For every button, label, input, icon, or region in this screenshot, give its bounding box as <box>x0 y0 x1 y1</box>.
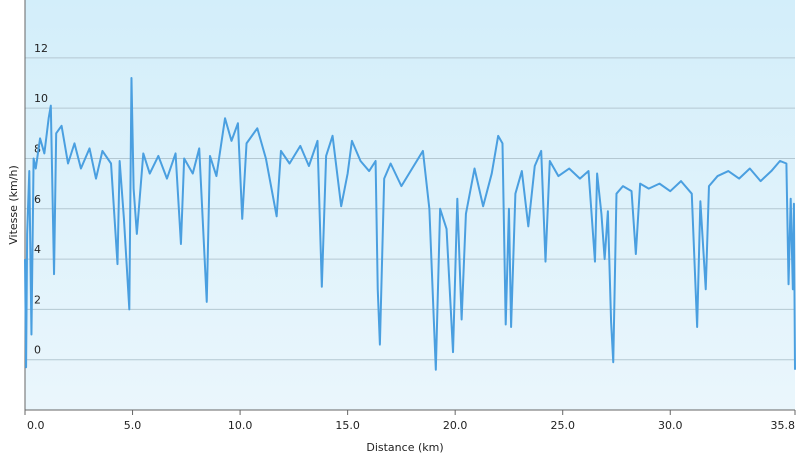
y-tick-label: 12 <box>34 42 48 55</box>
x-tick-label: 5.0 <box>124 419 142 432</box>
x-tick-label: 20.0 <box>443 419 468 432</box>
y-axis-title: Vitesse (km/h) <box>7 165 20 245</box>
x-tick-label: 0.0 <box>27 419 45 432</box>
y-tick-label: 2 <box>34 293 41 306</box>
x-axis-title: Distance (km) <box>366 441 443 454</box>
x-tick-label: 25.0 <box>550 419 575 432</box>
y-tick-label: 4 <box>34 243 41 256</box>
y-tick-label: 8 <box>34 142 41 155</box>
x-tick-label: 35.8 <box>771 419 796 432</box>
speed-line <box>24 76 796 371</box>
x-tick-label: 15.0 <box>335 419 360 432</box>
x-tick-label: 10.0 <box>228 419 253 432</box>
y-tick-label: 0 <box>34 344 41 357</box>
plot-area <box>25 0 795 410</box>
x-tick-label: 30.0 <box>658 419 683 432</box>
y-tick-label: 10 <box>34 92 48 105</box>
y-tick-label: 6 <box>34 193 41 206</box>
